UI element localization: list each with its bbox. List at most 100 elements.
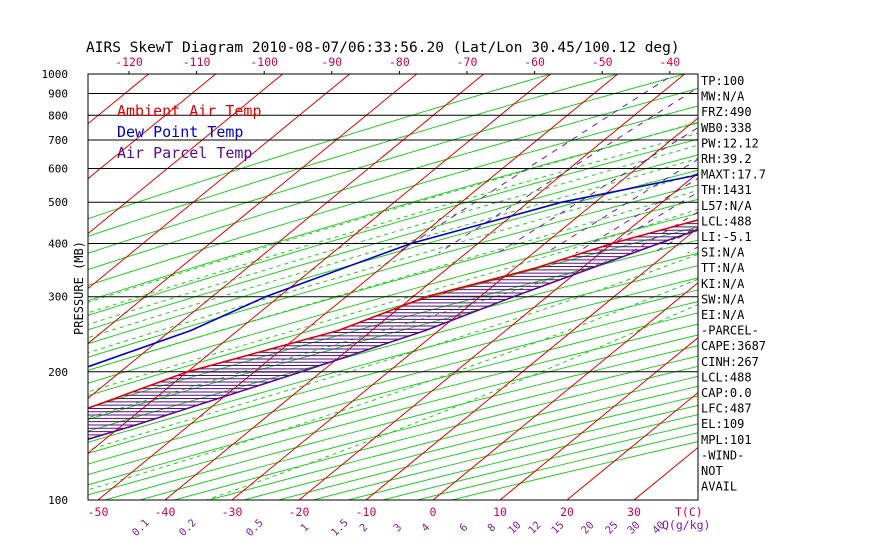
isotherm-line (0, 65, 26, 510)
mixing-ratio-label: 12 (526, 519, 543, 536)
mixing-ratio-line (396, 74, 676, 254)
dry-adiabat-line (311, 404, 698, 500)
cape-hatch (88, 219, 698, 439)
pressure-tick-label: 200 (48, 366, 68, 379)
bottom-tick-label: -50 (88, 505, 109, 519)
dry-adiabat-line (88, 184, 698, 358)
series-point (533, 267, 536, 270)
mixing-ratio-ticks: 0.1 0.2 0.5 1 1.5 2 3 4 6 8 10 12 15 20 25 30 40 (130, 517, 668, 539)
mixing-ratio-line (750, 65, 870, 253)
dry-adiabat-line (88, 239, 698, 409)
index-entry: RH:39.2 (701, 152, 752, 166)
bottom-tick-label: -20 (289, 505, 310, 519)
bottom-tick-label: -30 (222, 505, 243, 519)
index-entry: SI:N/A (701, 246, 745, 260)
mixing-ratio-line (438, 87, 698, 254)
index-entry: LI:-5.1 (701, 230, 752, 244)
mixing-ratio-line (497, 127, 698, 254)
series-point (512, 295, 515, 298)
mixing-ratio-label: 1.5 (329, 517, 351, 539)
mixing-ratio-line (770, 65, 870, 253)
series-point (300, 370, 303, 373)
index-entry: SW:N/A (701, 292, 745, 306)
bottom-tick-label: 10 (493, 505, 507, 519)
index-entry: -WIND- (701, 448, 744, 462)
bottom-tick-label: 0 (430, 505, 437, 519)
isotherm-line (432, 282, 698, 500)
isotherm-line (566, 391, 698, 500)
series-line-air-parcel-temp (88, 228, 698, 441)
series-point (337, 329, 340, 332)
dry-adiabat-line (88, 265, 698, 432)
moist-adiabat-line (88, 189, 698, 372)
pressure-tick-label: 700 (48, 134, 68, 147)
dry-adiabat-line (88, 105, 698, 286)
mixing-ratio-line (733, 65, 870, 253)
pressure-tick-label: 600 (48, 163, 68, 176)
mixing-ratio-line (866, 65, 870, 253)
dry-adiabat-line (276, 395, 698, 500)
dry-adiabat-line (88, 74, 620, 237)
top-tick-label: -70 (457, 55, 478, 69)
profile-series (41, 174, 777, 441)
index-entry: CINH:267 (701, 355, 759, 369)
chart-title: AIRS SkewT Diagram 2010-08-07/06:33:56.2… (86, 40, 680, 56)
mixing-ratio-label: 4 (419, 521, 432, 534)
series-point (657, 242, 660, 245)
bottom-axis-ticks: -50 -40 -30 -20 -10 0 10 20 30 (88, 505, 641, 519)
dry-adiabat-line (88, 252, 698, 421)
series-point (425, 295, 428, 298)
mixing-ratio-label: 3 (391, 521, 404, 534)
top-tick-label: -90 (321, 55, 342, 69)
index-entry: TP:100 (701, 74, 744, 88)
dry-adiabat-line (88, 154, 698, 331)
isotherm-line (88, 74, 485, 400)
index-entry: -PARCEL- (701, 324, 759, 338)
dry-adiabat-line (88, 74, 553, 220)
bottom-tick-label: 30 (627, 505, 641, 519)
pressure-tick-label: 900 (48, 87, 68, 100)
series-point (186, 370, 189, 373)
top-tick-label: -60 (524, 55, 545, 69)
moist-adiabat-line (204, 304, 698, 500)
top-tick-label: -50 (592, 55, 613, 69)
dry-adiabat-line (88, 87, 698, 271)
grid-lines (0, 65, 870, 510)
series-point (190, 329, 192, 332)
dry-adiabat-line (88, 323, 698, 486)
series-point (762, 201, 764, 203)
series-point (424, 329, 427, 332)
top-tick-label: -120 (115, 55, 143, 69)
isotherm-line (164, 74, 686, 500)
series-point (775, 201, 777, 203)
series-point (264, 295, 267, 298)
index-entry: FRZ:490 (701, 105, 752, 119)
mixing-ratio-label: 0.5 (244, 517, 266, 539)
dry-adiabat-line (88, 122, 698, 302)
series-point (41, 424, 43, 426)
index-entry: KI:N/A (701, 277, 745, 291)
isotherm-line (499, 337, 698, 500)
isotherm-line (88, 74, 418, 345)
dry-adiabat-line (88, 169, 698, 345)
moist-adiabat-line (88, 121, 698, 303)
series-point (410, 242, 412, 245)
top-tick-label: -80 (389, 55, 410, 69)
pressure-tick-label: 800 (48, 109, 68, 122)
series-point (135, 424, 137, 426)
top-axis-ticks: -120 -110 -100 -90 -80 -70 -60 -50 -40 (115, 55, 680, 74)
mixing-ratio-line (798, 65, 870, 253)
moist-adiabat-line (88, 208, 698, 393)
index-entry: CAPE:3687 (701, 339, 766, 353)
dry-adiabat-line (88, 226, 698, 397)
dry-adiabat-line (88, 277, 698, 443)
bottom-unit-label: T(C) (675, 505, 703, 519)
pressure-tick-label: 300 (48, 291, 68, 304)
isotherm-line (823, 65, 870, 510)
series-point (611, 242, 613, 245)
legend-entry: Air Parcel Temp (117, 144, 252, 162)
mixing-ratio-line (838, 65, 870, 253)
index-entry: LCL:488 (701, 214, 752, 228)
mixing-ratio-label: 20 (579, 519, 596, 536)
